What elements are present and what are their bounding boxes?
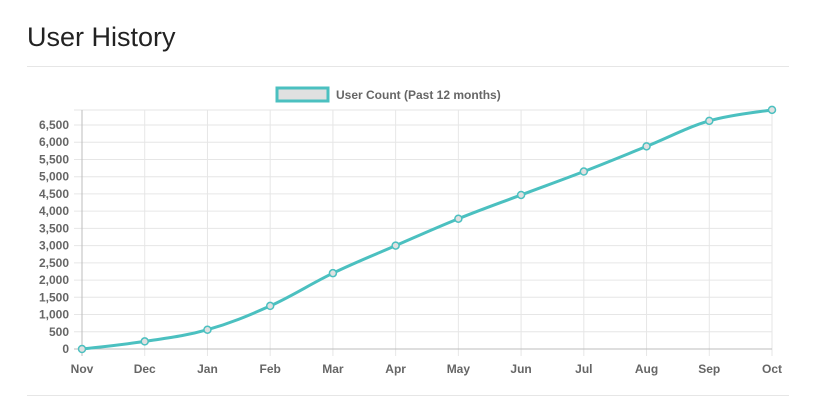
x-tick-label: Mar	[322, 362, 344, 376]
title-divider	[27, 66, 789, 67]
x-tick-label: Nov	[71, 362, 94, 376]
data-point[interactable]	[265, 301, 275, 311]
y-tick-label: 5,500	[39, 152, 69, 166]
data-point[interactable]	[767, 105, 777, 115]
y-tick-label: 2,000	[39, 273, 69, 287]
y-tick-label: 1,500	[39, 290, 69, 304]
axes	[74, 110, 772, 356]
x-tick-label: Jan	[197, 362, 218, 376]
data-point[interactable]	[705, 116, 714, 126]
data-point[interactable]	[516, 190, 526, 200]
y-tick-label: 4,500	[39, 187, 69, 201]
page-title: User History	[27, 22, 176, 52]
y-tick-label: 3,500	[39, 221, 69, 235]
x-tick-label: Oct	[762, 362, 782, 376]
y-tick-label: 3,000	[39, 239, 69, 253]
x-tick-label: Jul	[575, 362, 592, 376]
y-tick-label: 0	[62, 342, 69, 356]
data-point[interactable]	[579, 167, 589, 176]
y-tick-label: 500	[49, 325, 69, 339]
data-point[interactable]	[140, 337, 149, 346]
x-tick-label: Dec	[134, 362, 156, 376]
legend-swatch[interactable]	[275, 86, 330, 103]
x-axis-tick-labels: Nov Dec Jan Feb Mar Apr May Jun Jul Aug Sep Oct	[71, 362, 782, 376]
data-point[interactable]	[328, 268, 338, 278]
legend-label: User Count (Past 12 months)	[336, 88, 501, 102]
y-tick-label: 2,500	[39, 256, 69, 270]
x-tick-label: Jun	[510, 362, 531, 376]
data-point[interactable]	[77, 344, 87, 354]
y-tick-label: 1,000	[39, 308, 69, 322]
data-point[interactable]	[454, 214, 463, 223]
legend: User Count (Past 12 months)	[275, 86, 501, 103]
series-line-user-count	[80, 108, 774, 351]
data-point[interactable]	[203, 325, 212, 334]
y-axis-tick-labels: 0 500 1,000 1,500 2,000 2,500 3,000 3,500 4,000 4…	[39, 118, 69, 356]
y-tick-label: 6,000	[39, 135, 69, 149]
series-layer	[77, 105, 777, 354]
footer-divider	[27, 395, 789, 396]
x-tick-label: May	[447, 362, 471, 376]
grid-lines	[74, 109, 773, 356]
x-tick-label: Apr	[385, 362, 406, 376]
data-point[interactable]	[642, 142, 651, 151]
data-point[interactable]	[391, 241, 400, 250]
x-tick-label: Sep	[698, 362, 720, 376]
x-tick-label: Aug	[635, 362, 658, 376]
y-tick-label: 4,000	[39, 204, 69, 218]
x-tick-label: Feb	[260, 362, 281, 376]
y-tick-label: 5,000	[39, 170, 69, 184]
y-tick-label: 6,500	[39, 118, 69, 132]
